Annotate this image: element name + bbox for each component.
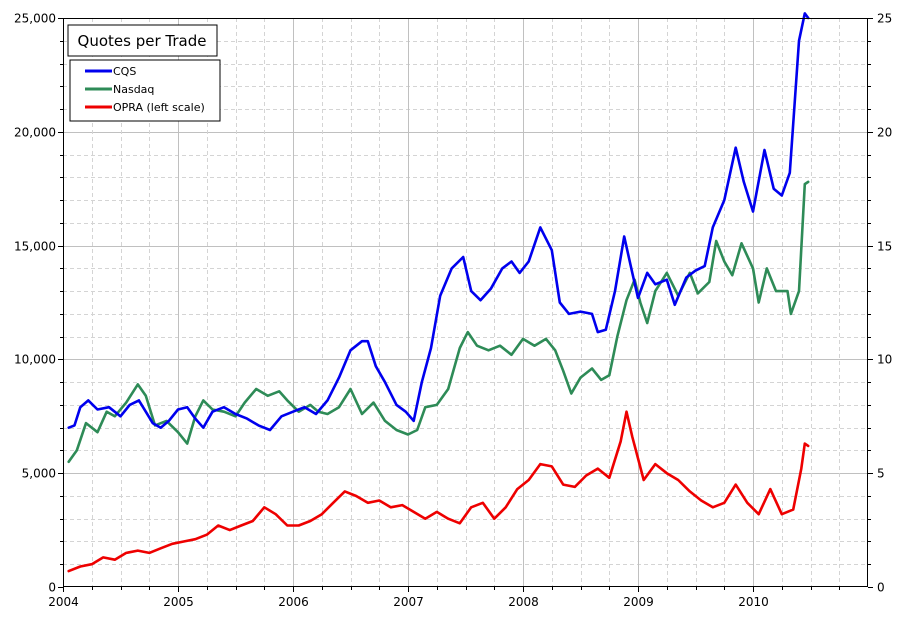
right-y-axis: 0 5 10 15 20 25 bbox=[868, 12, 892, 595]
series-line-cqs bbox=[67, 12, 810, 432]
series-layer bbox=[67, 12, 810, 573]
left-tick-label: 20,000 bbox=[14, 126, 56, 140]
chart-title-box: Quotes per Trade bbox=[67, 24, 218, 57]
right-tick-label: 20 bbox=[877, 126, 892, 140]
right-tick-label: 25 bbox=[877, 12, 892, 26]
x-axis: 2004 2005 2006 2007 2008 2009 2010 bbox=[48, 587, 840, 609]
left-tick-label: 0 bbox=[48, 581, 56, 595]
legend-label-nasdaq: Nasdaq bbox=[113, 83, 154, 96]
chart-title: Quotes per Trade bbox=[78, 32, 207, 50]
left-tick-label: 10,000 bbox=[14, 353, 56, 367]
x-tick-label: 2008 bbox=[508, 595, 539, 609]
right-tick-label: 0 bbox=[877, 581, 885, 595]
series-line-opra-left-scale bbox=[67, 410, 810, 573]
right-tick-label: 15 bbox=[877, 240, 892, 254]
left-y-axis: 0 5,000 10,000 15,000 20,000 25,000 bbox=[14, 12, 63, 595]
left-tick-label: 5,000 bbox=[22, 467, 56, 481]
legend-label-cqs: CQS bbox=[113, 65, 136, 78]
left-tick-label: 25,000 bbox=[14, 12, 56, 26]
legend-label-opra-left-scale: OPRA (left scale) bbox=[113, 101, 205, 114]
x-tick-label: 2007 bbox=[393, 595, 424, 609]
left-tick-label: 15,000 bbox=[14, 240, 56, 254]
series-line-nasdaq bbox=[67, 180, 810, 464]
x-tick-label: 2004 bbox=[48, 595, 79, 609]
x-tick-label: 2010 bbox=[738, 595, 769, 609]
right-tick-label: 10 bbox=[877, 353, 892, 367]
x-tick-label: 2009 bbox=[623, 595, 654, 609]
right-tick-label: 5 bbox=[877, 467, 885, 481]
plot-frame bbox=[63, 18, 868, 587]
x-tick-label: 2006 bbox=[278, 595, 309, 609]
legend: CQS Nasdaq OPRA (left scale) bbox=[69, 59, 221, 122]
x-tick-label: 2005 bbox=[163, 595, 194, 609]
